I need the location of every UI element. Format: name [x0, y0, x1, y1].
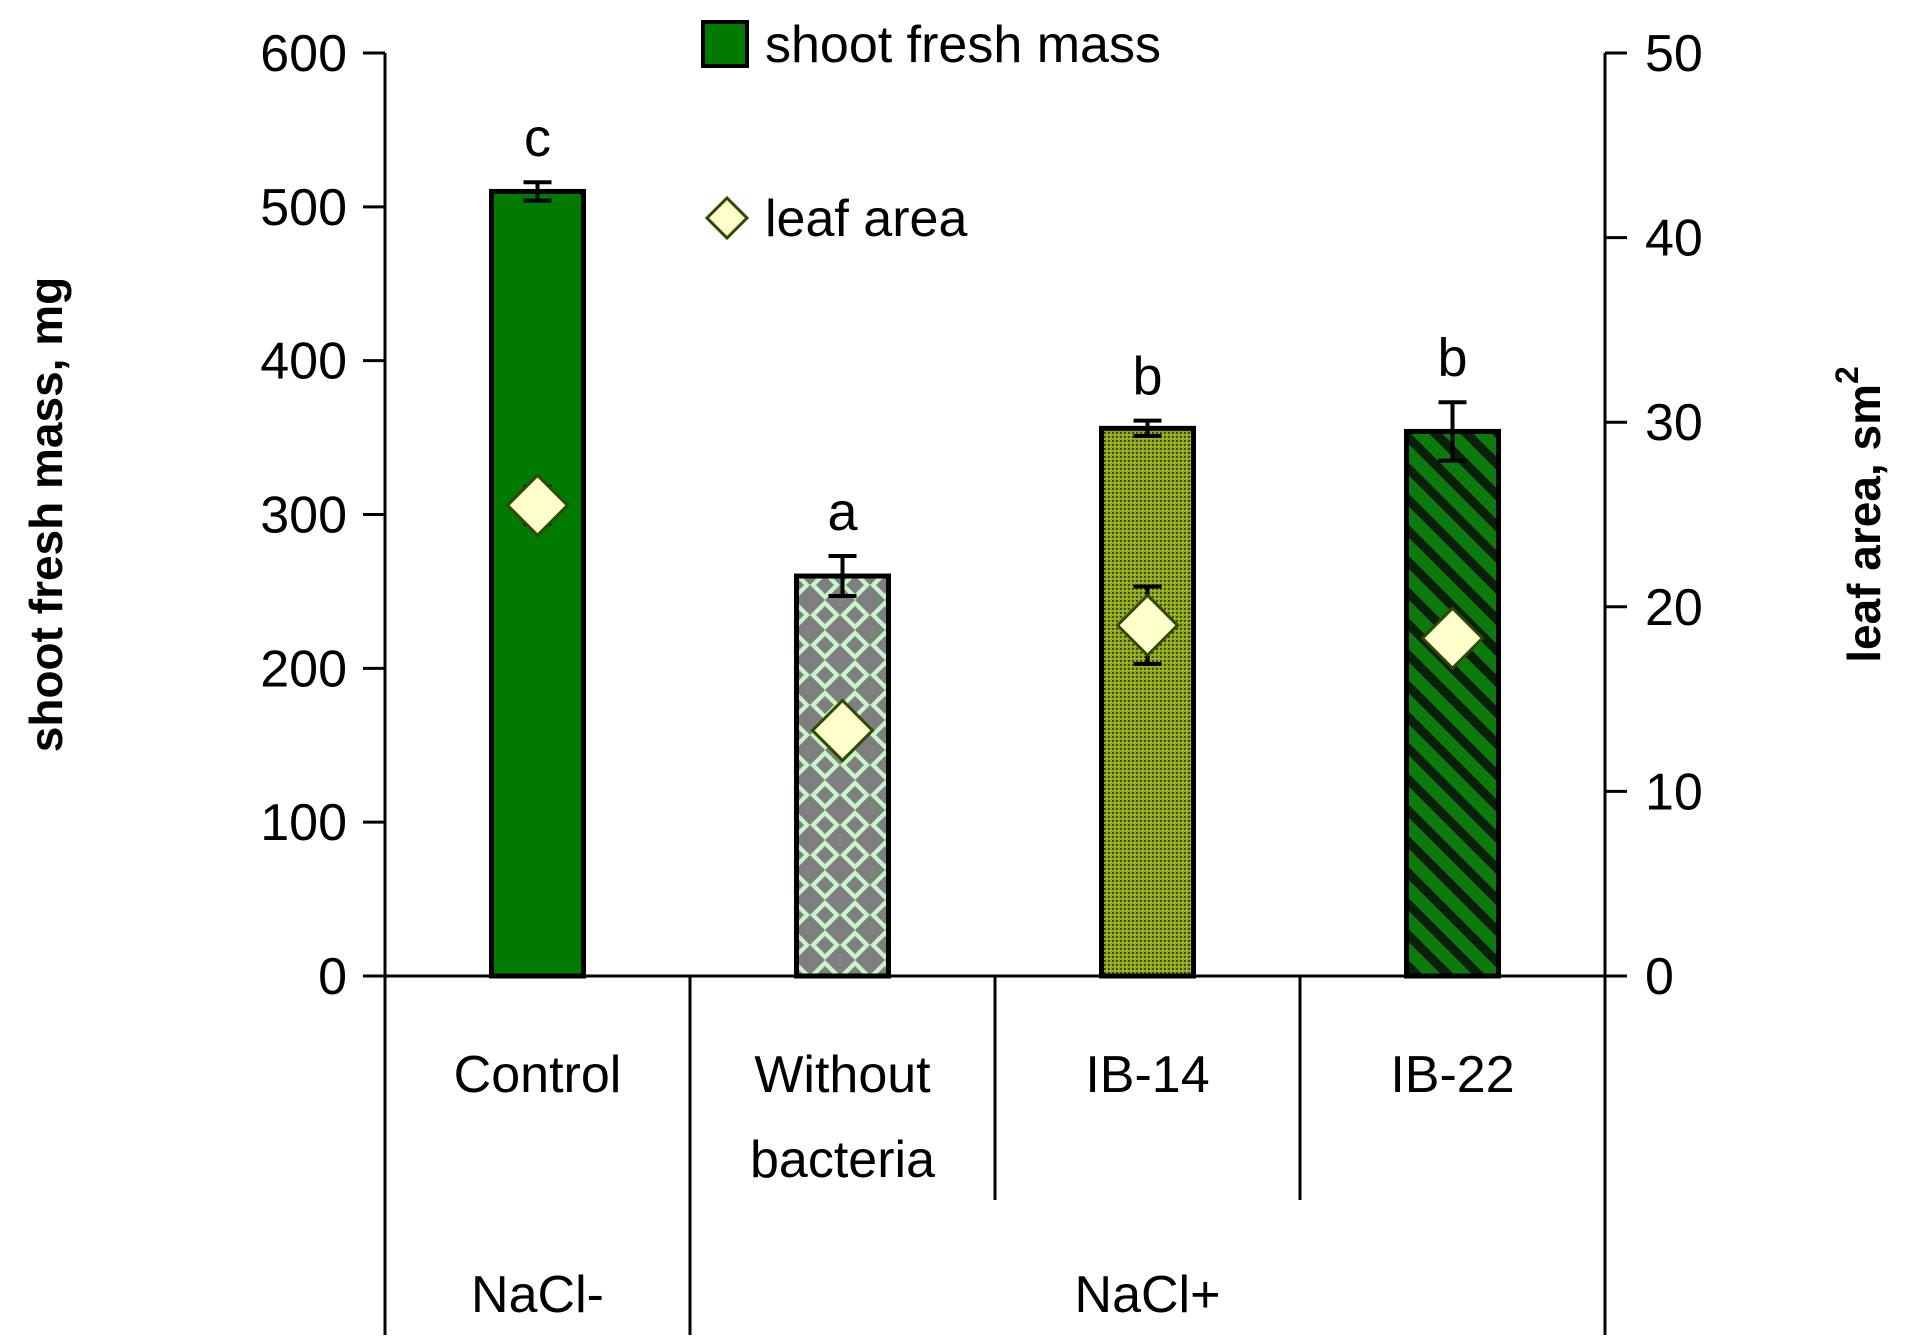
- left-axis-title: shoot fresh mass, mg: [20, 277, 72, 752]
- labels-layer: 0 100 200 300 400 500 600 0 10 20 30 40 50 shoot fres…: [20, 16, 1890, 1324]
- right-tick-label: 40: [1645, 210, 1703, 268]
- leaf-area-marker: [505, 473, 570, 538]
- legend-swatch-shoot-fresh-mass: [701, 20, 749, 68]
- left-tick-label: 300: [260, 487, 347, 545]
- group-label: NaCl+: [1075, 1266, 1221, 1324]
- legend-swatch-leaf-area: [704, 195, 750, 241]
- significance-label: c: [524, 108, 551, 168]
- left-tick-label: 600: [260, 25, 347, 83]
- right-axis-title-text: leaf area, sm: [1838, 384, 1890, 663]
- significance-label: b: [1437, 328, 1467, 388]
- legend-label-shoot-fresh-mass: shoot fresh mass: [765, 16, 1161, 74]
- category-label: Control: [454, 1046, 622, 1104]
- category-label: Without: [754, 1046, 931, 1104]
- legend-label-leaf-area: leaf area: [765, 190, 967, 248]
- leaf-area-marker: [810, 698, 875, 763]
- left-tick-label: 400: [260, 333, 347, 391]
- leaf-area-marker: [1420, 606, 1485, 671]
- left-tick-label: 500: [260, 179, 347, 237]
- right-axis-title: leaf area, sm2: [1829, 366, 1890, 663]
- bar-control: [489, 188, 586, 979]
- group-label: NaCl-: [471, 1266, 604, 1324]
- category-label: bacteria: [750, 1131, 935, 1189]
- axes-layer: [363, 51, 1627, 1335]
- bar-ib-22: [1404, 428, 1501, 979]
- category-label: IB-22: [1390, 1046, 1514, 1104]
- right-tick-label: 0: [1645, 948, 1674, 1006]
- left-tick-label: 100: [260, 794, 347, 852]
- right-tick-label: 30: [1645, 394, 1703, 452]
- significance-label: a: [827, 482, 858, 542]
- bars-layer: [489, 180, 1501, 979]
- leaf-area-marker: [1115, 593, 1180, 658]
- left-tick-label: 200: [260, 640, 347, 698]
- right-tick-label: 10: [1645, 763, 1703, 821]
- category-label: IB-14: [1085, 1046, 1209, 1104]
- markers-layer: [505, 473, 1485, 763]
- right-tick-label: 50: [1645, 25, 1703, 83]
- bar-ib-14: [1099, 425, 1196, 979]
- significance-label: b: [1132, 347, 1162, 407]
- right-axis-title-superscript: 2: [1829, 366, 1865, 384]
- left-tick-label: 0: [318, 948, 347, 1006]
- bar-without-bacteria: [794, 573, 891, 979]
- right-tick-label: 20: [1645, 579, 1703, 637]
